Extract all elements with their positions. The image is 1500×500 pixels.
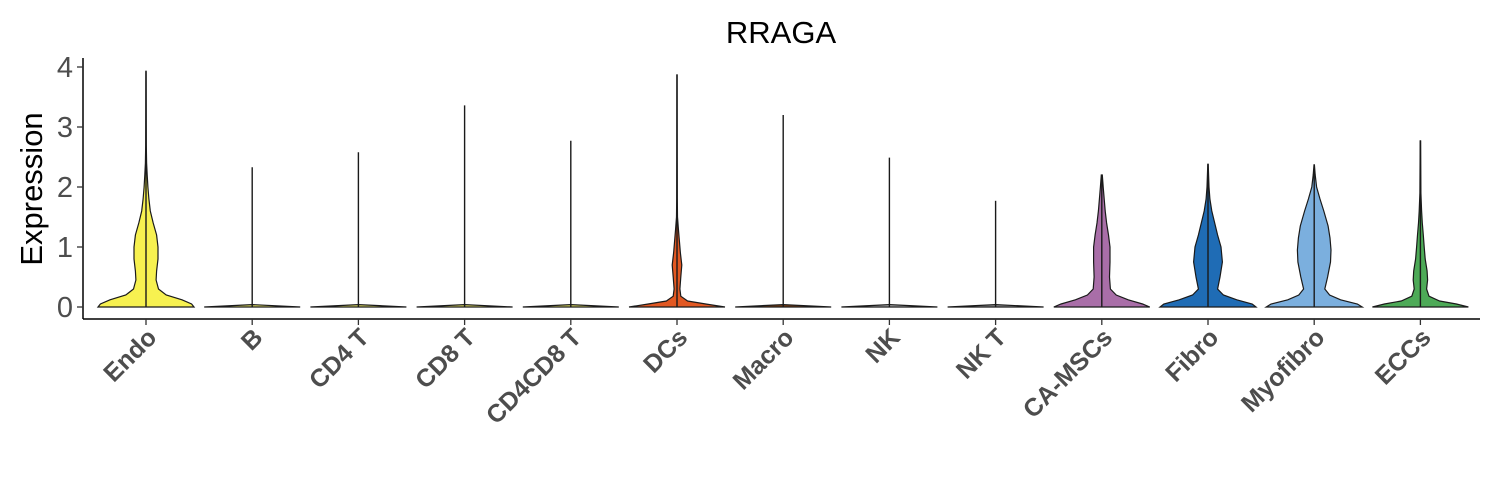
x-tick-label: Fibro [1160,323,1224,387]
chart-title: RRAGA [726,15,837,50]
y-tick-label: 2 [57,172,73,204]
x-tick-label: CD8 T [410,323,481,394]
y-tick-label: 0 [57,292,73,324]
x-tick-label: CD4 T [304,323,375,394]
x-tick-label: Myofibro [1236,323,1330,417]
x-axis: Endo B CD4 T CD8 T CD4CD8 T DCs Macro NK NK T CA-… [83,318,1480,430]
y-tick-label: 4 [57,52,73,84]
y-tick-label: 1 [57,232,73,264]
x-tick-label: ECCs [1370,323,1437,390]
x-tick-label: Endo [98,323,162,387]
x-tick-label: DCs [638,323,693,378]
x-tick-label: CA-MSCs [1018,323,1118,423]
y-axis: 0 1 2 3 4 [57,52,84,324]
x-tick-label: NK T [951,323,1012,384]
x-tick-label: NK [860,323,905,368]
violins-group [96,70,1469,308]
x-tick-label: CD4CD8 T [481,323,587,429]
y-tick-label: 3 [57,112,73,144]
y-axis-label: Expression [14,112,49,265]
x-tick-label: B [236,323,269,356]
x-tick-label: Macro [728,323,800,395]
